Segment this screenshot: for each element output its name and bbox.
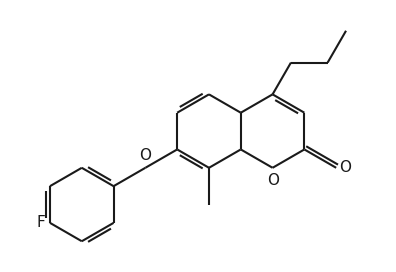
Text: O: O [339, 160, 351, 175]
Text: F: F [37, 215, 46, 230]
Text: O: O [267, 173, 279, 188]
Text: O: O [139, 149, 151, 163]
